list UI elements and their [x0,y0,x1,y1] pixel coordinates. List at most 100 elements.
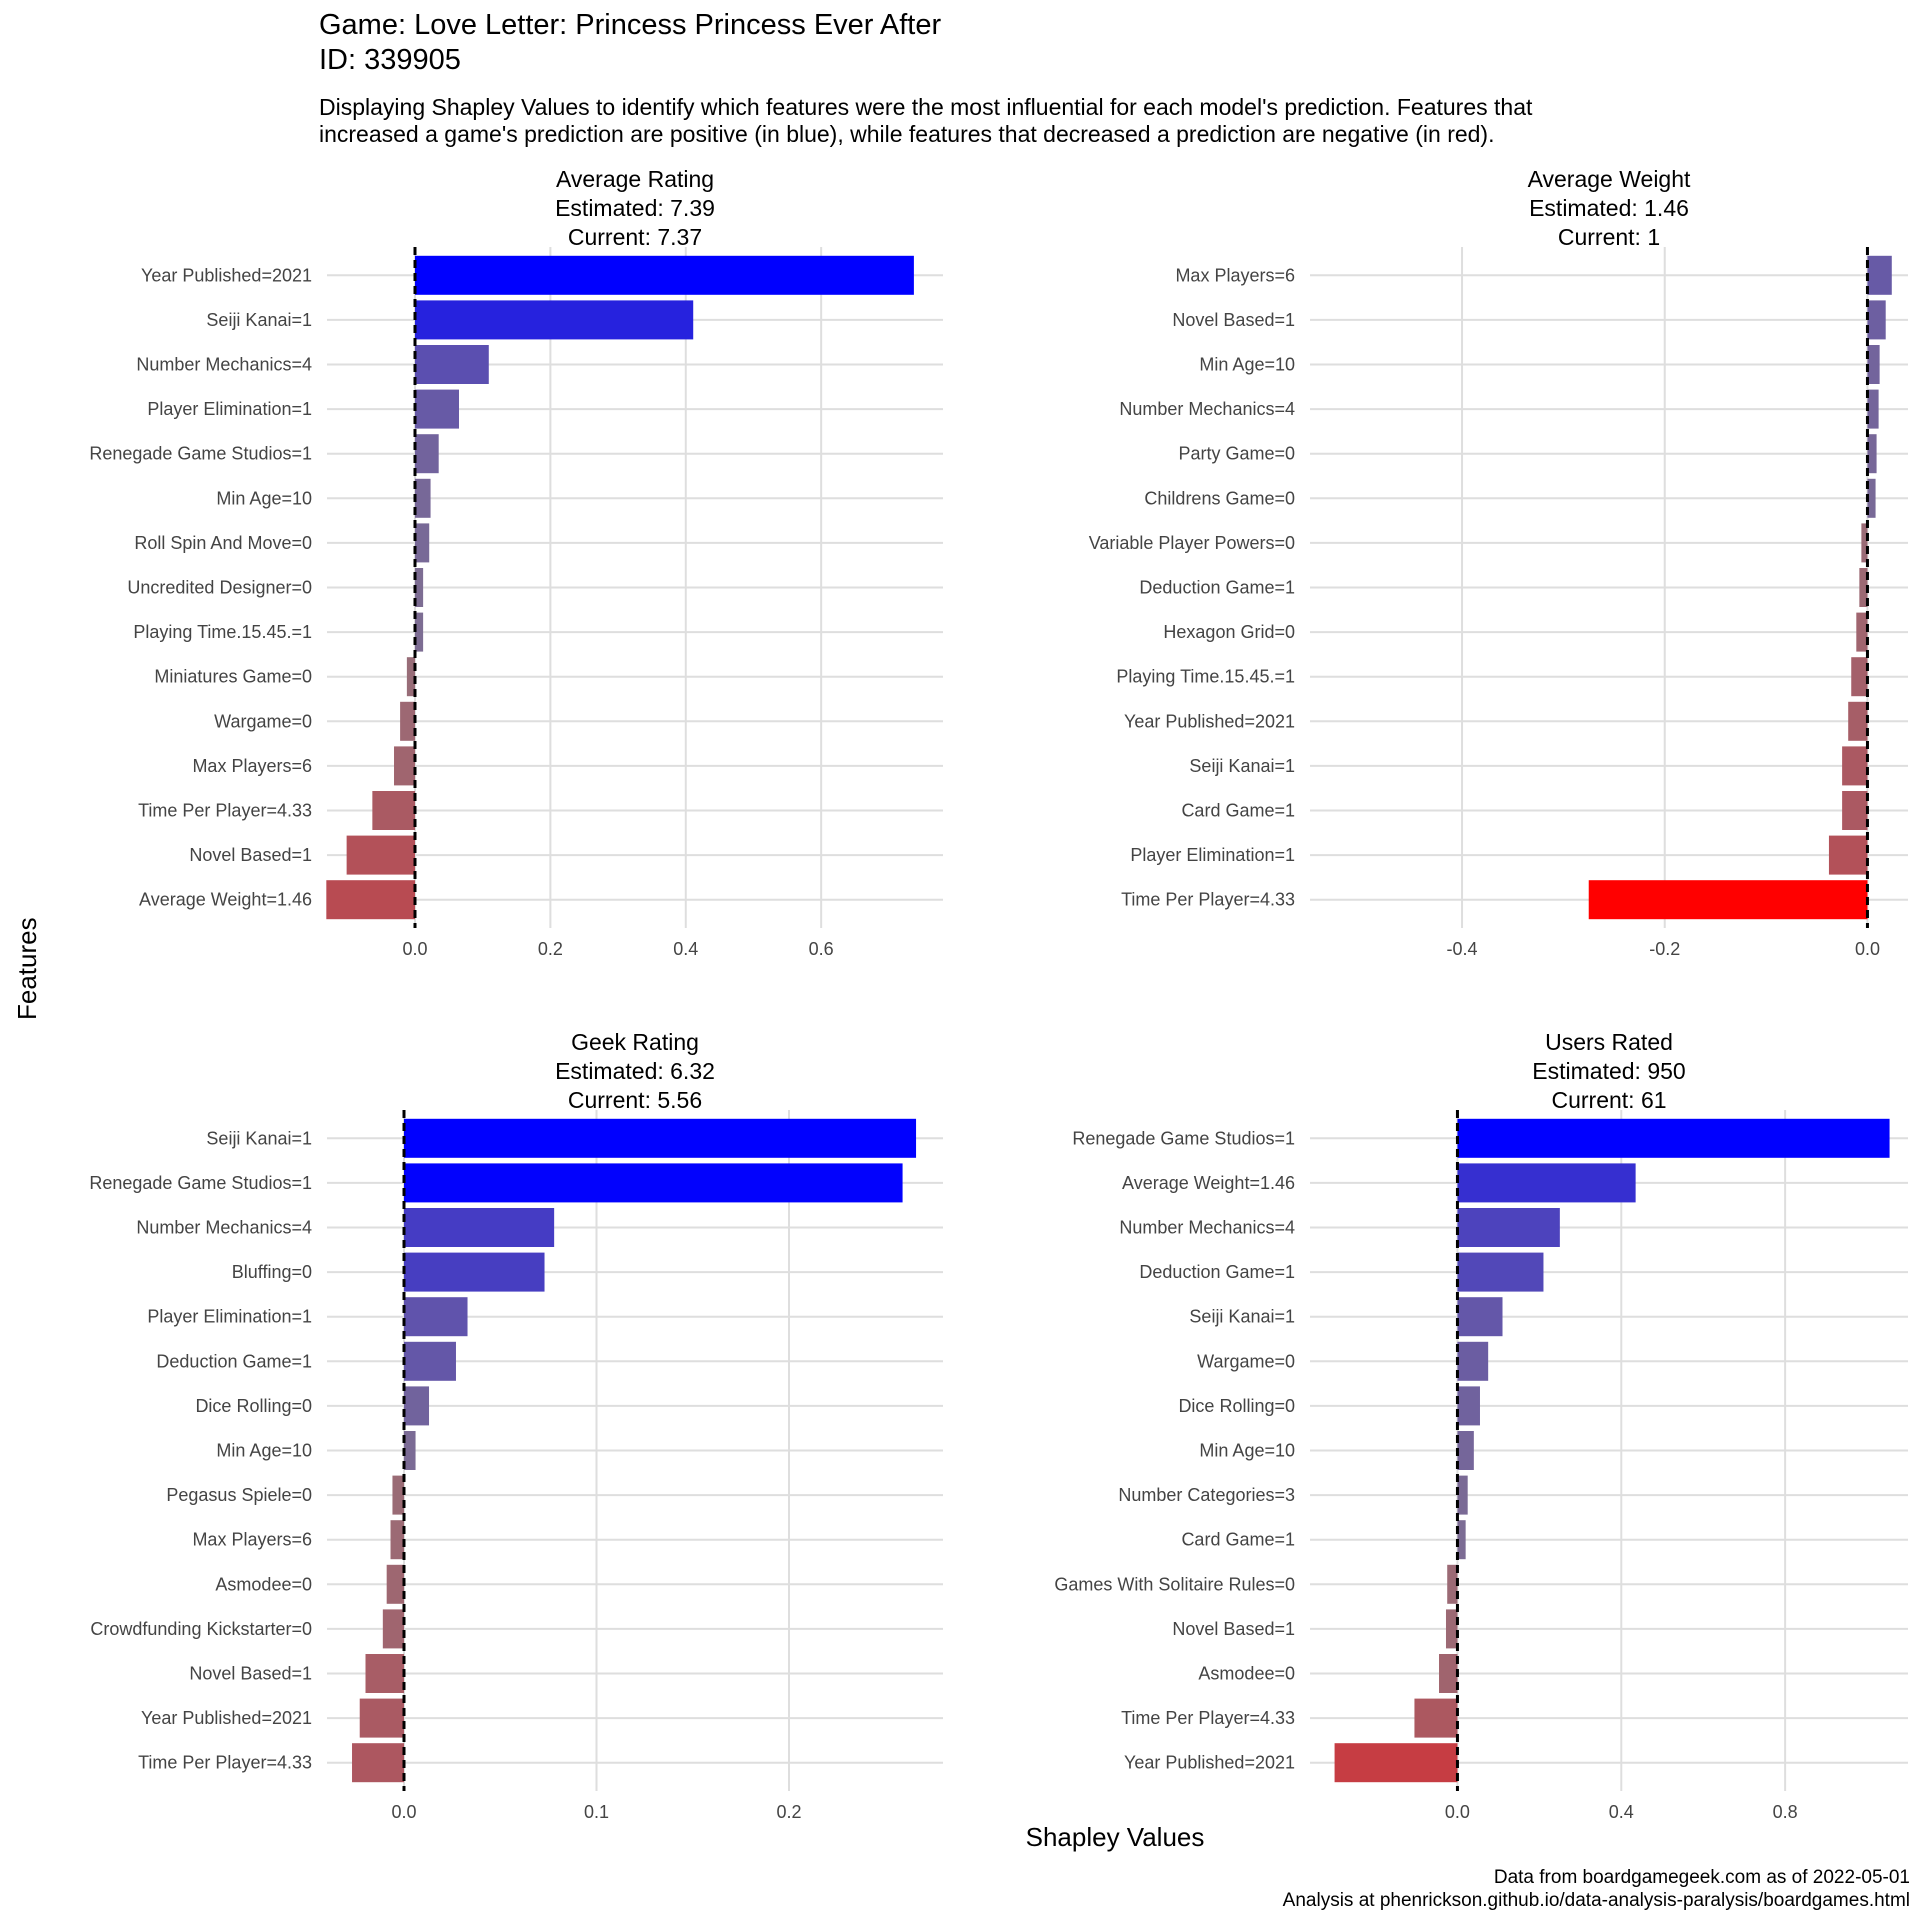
bar [1861,523,1868,563]
feature-label: Novel Based=1 [189,845,312,865]
bar [415,612,424,652]
bar [415,300,694,340]
bar [1457,1475,1468,1515]
bar [1859,568,1868,607]
bar [1851,657,1868,697]
chart-svg: Geek Rating Estimated: 6.32 Current: 5.56 S… [89,1029,943,1822]
bar [415,478,431,518]
bar [1867,478,1876,518]
feature-label: Min Age=10 [1199,1441,1295,1461]
bar [390,1520,404,1560]
feature-label: Novel Based=1 [1172,310,1295,330]
x-tick-label: 0.1 [584,1802,609,1822]
bar [346,835,415,875]
bar [1457,1341,1489,1381]
x-tick-label: 0.2 [538,939,563,959]
bar [415,345,489,384]
panel-title-line: Users Rated [1545,1029,1673,1055]
feature-label: Time Per Player=4.33 [138,1753,312,1773]
feature-label: Playing Time.15.45.=1 [1116,667,1295,687]
feature-label: Number Mechanics=4 [1119,399,1295,419]
bar [382,1609,404,1649]
bar [1867,345,1880,384]
chart-svg: Users Rated Estimated: 950 Current: 61 Rene… [1054,1029,1908,1822]
feature-label: Year Published=2021 [141,265,312,285]
bar [372,791,415,830]
bar [365,1654,404,1693]
feature-label: Time Per Player=4.33 [1121,890,1295,910]
bar [1445,1609,1458,1649]
feature-label: Miniatures Game=0 [154,667,312,687]
feature-label: Games With Solitaire Rules=0 [1054,1574,1295,1594]
feature-label: Renegade Game Studios=1 [1072,1128,1295,1148]
subtitle-line-1: Displaying Shapley Values to identify wh… [319,94,1533,120]
panel-title-line: Average Weight [1528,166,1691,192]
panel-average-weight: Average Weight Estimated: 1.46 Current: 1 M… [960,155,1920,980]
bar [1439,1654,1458,1693]
feature-label: Wargame=0 [1197,1351,1295,1371]
bar [415,255,914,295]
bar [404,1297,468,1337]
feature-label: Player Elimination=1 [147,1307,312,1327]
feature-label: Number Mechanics=4 [136,355,312,375]
feature-label: Renegade Game Studios=1 [89,444,312,464]
bar [1867,434,1877,474]
bar [1867,255,1892,295]
feature-label: Hexagon Grid=0 [1163,622,1295,642]
feature-label: Playing Time.15.45.=1 [133,622,312,642]
bar [392,1475,404,1515]
feature-label: Roll Spin And Move=0 [134,533,312,553]
feature-label: Wargame=0 [214,711,312,731]
panel-average-rating: Average Rating Estimated: 7.39 Current: 7.… [0,155,960,980]
bar [415,523,430,563]
panel-title-line: Geek Rating [571,1029,699,1055]
panel-title-line: Average Rating [556,166,714,192]
feature-label: Min Age=10 [216,1441,312,1461]
feature-label: Time Per Player=4.33 [1121,1708,1295,1728]
bar [400,701,415,741]
feature-label: Seiji Kanai=1 [1189,756,1295,776]
feature-label: Seiji Kanai=1 [1189,1307,1295,1327]
x-tick-label: -0.2 [1649,939,1680,959]
bar [1867,300,1886,340]
bar [404,1341,456,1381]
bar [404,1431,416,1470]
bar [1867,389,1879,429]
bar [359,1698,404,1738]
feature-label: Bluffing=0 [232,1262,312,1282]
panel-title-line: Estimated: 7.39 [555,195,715,221]
feature-label: Number Categories=3 [1118,1485,1295,1505]
feature-label: Childrens Game=0 [1144,488,1295,508]
feature-label: Player Elimination=1 [147,399,312,419]
title-line-1: Game: Love Letter: Princess Princess Eve… [319,9,942,41]
panel-geek-rating: Geek Rating Estimated: 6.32 Current: 5.56 S… [0,1018,960,1843]
feature-label: Number Mechanics=4 [1119,1218,1295,1238]
bar [1457,1297,1503,1337]
panel-title-line: Current: 7.37 [568,224,702,250]
bar [406,657,415,697]
bar [1457,1118,1890,1158]
x-tick-label: -0.4 [1447,939,1478,959]
bar [1457,1252,1544,1292]
panel-users-rated: Users Rated Estimated: 950 Current: 61 Rene… [960,1018,1920,1843]
bar [404,1386,430,1426]
x-axis-label: Shapley Values [1025,1822,1205,1852]
x-tick-label: 0.4 [1609,1802,1634,1822]
feature-label: Seiji Kanai=1 [206,310,312,330]
subtitle-line-2: increased a game's prediction are positi… [319,121,1495,147]
bar [1334,1743,1458,1783]
chart-subtitle: Displaying Shapley Values to identify wh… [319,94,1879,148]
x-tick-label: 0.0 [1445,1802,1470,1822]
bar [404,1208,555,1247]
feature-label: Crowdfunding Kickstarter=0 [90,1619,312,1639]
title-line-2: ID: 339905 [319,44,461,76]
bar [1457,1163,1636,1203]
feature-label: Deduction Game=1 [1139,1262,1295,1282]
feature-label: Min Age=10 [1199,355,1295,375]
feature-label: Number Mechanics=4 [136,1218,312,1238]
feature-label: Pegasus Spiele=0 [166,1485,312,1505]
x-tick-label: 0.0 [391,1802,416,1822]
feature-label: Year Published=2021 [1124,1753,1295,1773]
x-tick-label: 0.6 [809,939,834,959]
panel-title-line: Estimated: 950 [1532,1058,1685,1084]
